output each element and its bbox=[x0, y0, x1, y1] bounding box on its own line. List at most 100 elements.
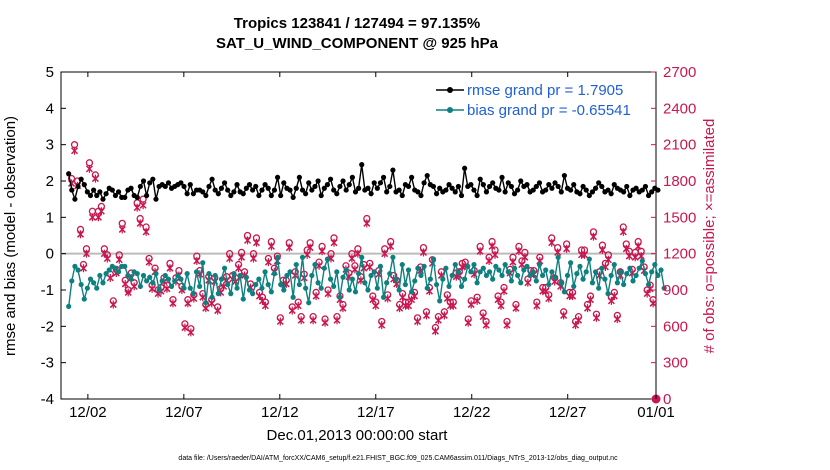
bias-point bbox=[493, 263, 499, 269]
right-tick-label: 1200 bbox=[663, 246, 696, 263]
bias-point bbox=[543, 267, 549, 273]
assimilated-obs-point bbox=[145, 258, 153, 267]
assimilated-obs-point bbox=[387, 242, 395, 251]
bias-point bbox=[596, 285, 602, 291]
bias-point bbox=[156, 287, 162, 293]
rmse-point bbox=[384, 189, 390, 195]
assimilated-obs-point bbox=[142, 227, 150, 236]
legend: rmse grand pr = 1.7905 bias grand pr = -… bbox=[432, 78, 650, 122]
assimilated-obs-point bbox=[181, 323, 189, 332]
bias-point bbox=[293, 261, 299, 268]
assimilated-obs-point bbox=[235, 264, 243, 273]
legend-rmse-label: rmse grand pr = 1.7905 bbox=[467, 82, 623, 99]
bias-point bbox=[190, 291, 196, 297]
bias-point bbox=[112, 265, 119, 271]
rmse-point bbox=[184, 191, 190, 197]
rmse-point bbox=[508, 183, 514, 190]
bias-point bbox=[633, 272, 639, 279]
bias-point bbox=[237, 272, 243, 279]
bias-point bbox=[465, 263, 471, 269]
assimilated-obs-point bbox=[366, 262, 374, 271]
bias-point bbox=[178, 276, 184, 282]
bias-point bbox=[443, 265, 449, 271]
rmse-point bbox=[94, 192, 100, 199]
rmse-point bbox=[115, 189, 122, 195]
assimilated-obs-point bbox=[312, 292, 320, 301]
bias-point bbox=[568, 260, 574, 266]
bias-point bbox=[134, 271, 140, 277]
bias-point bbox=[268, 289, 274, 295]
rmse-point bbox=[642, 183, 649, 190]
assimilated-obs-point bbox=[136, 219, 144, 228]
assimilated-obs-point bbox=[569, 292, 577, 301]
rmse-point bbox=[103, 191, 109, 197]
assimilated-obs-point bbox=[79, 264, 88, 273]
rmse-point bbox=[627, 192, 633, 199]
assimilated-obs-point bbox=[491, 250, 499, 259]
assimilated-obs-point bbox=[103, 254, 111, 263]
bias-point bbox=[446, 283, 452, 289]
bias-point bbox=[271, 271, 278, 277]
assimilated-obs-point bbox=[318, 247, 326, 256]
assimilated-obs-point bbox=[476, 247, 484, 256]
bias-point bbox=[91, 280, 97, 286]
assimilated-obs-point bbox=[542, 287, 550, 296]
assimilated-obs-point bbox=[71, 146, 79, 155]
bias-point bbox=[197, 283, 203, 289]
rmse-point bbox=[228, 192, 234, 199]
rmse-point bbox=[203, 192, 209, 199]
bias-point bbox=[346, 287, 352, 293]
bias-point bbox=[521, 267, 527, 273]
bias-point bbox=[265, 281, 271, 288]
bias-point bbox=[412, 278, 418, 284]
assimilated-obs-point bbox=[515, 247, 523, 256]
bias-point bbox=[377, 263, 384, 269]
bias-point bbox=[206, 271, 212, 277]
x-tick-label: 12/02 bbox=[69, 404, 107, 421]
rmse-point bbox=[181, 183, 187, 190]
rmse-point bbox=[356, 185, 362, 191]
bias-point bbox=[137, 283, 143, 289]
bias-point bbox=[250, 291, 256, 297]
bias-point bbox=[284, 272, 290, 279]
rmse-point bbox=[505, 180, 511, 186]
bias-point bbox=[309, 272, 315, 279]
bias-point bbox=[94, 285, 100, 291]
bias-point bbox=[159, 278, 165, 284]
rmse-point bbox=[365, 185, 371, 191]
right-tick-label: 2700 bbox=[663, 64, 696, 81]
bias-point bbox=[193, 269, 200, 275]
bias-point bbox=[617, 269, 624, 275]
bias-point bbox=[356, 271, 362, 277]
assimilated-obs-point bbox=[133, 203, 141, 212]
bias-point bbox=[471, 261, 477, 268]
rmse-point bbox=[530, 187, 536, 193]
legend-bias-label: bias grand pr = -0.65541 bbox=[467, 102, 631, 119]
rmse-point bbox=[490, 180, 496, 186]
rmse-point bbox=[122, 194, 128, 200]
rmse-point bbox=[390, 167, 396, 173]
bias-point bbox=[87, 276, 94, 282]
bias-point bbox=[200, 260, 206, 266]
bias-point bbox=[147, 274, 153, 280]
bias-point bbox=[365, 287, 371, 293]
bias-point bbox=[175, 272, 181, 279]
assimilated-obs-point bbox=[118, 225, 126, 234]
assimilated-obs-point bbox=[440, 311, 448, 320]
right-tick-label: 1500 bbox=[663, 209, 696, 226]
chart-title: Tropics 123841 / 127494 = 97.135% bbox=[234, 15, 480, 32]
rmse-point bbox=[84, 189, 90, 195]
rmse-point bbox=[511, 191, 518, 197]
left-tick-label: 4 bbox=[46, 100, 54, 117]
bias-point bbox=[624, 271, 630, 277]
rmse-point bbox=[480, 182, 486, 188]
rmse-point bbox=[443, 187, 449, 193]
assimilated-obs-point bbox=[625, 252, 633, 261]
x-axis-ticks: 12/02 12/07 12/12 12/17 12/22 12/27 01/01 bbox=[69, 72, 675, 421]
assimilated-obs-point bbox=[339, 304, 347, 313]
assimilated-obs-point bbox=[238, 253, 246, 262]
assimilated-obs-point bbox=[479, 312, 487, 321]
assimilated-obs-point bbox=[473, 296, 481, 305]
assimilated-obs-point bbox=[252, 238, 260, 247]
assimilated-obs-point bbox=[184, 299, 192, 308]
